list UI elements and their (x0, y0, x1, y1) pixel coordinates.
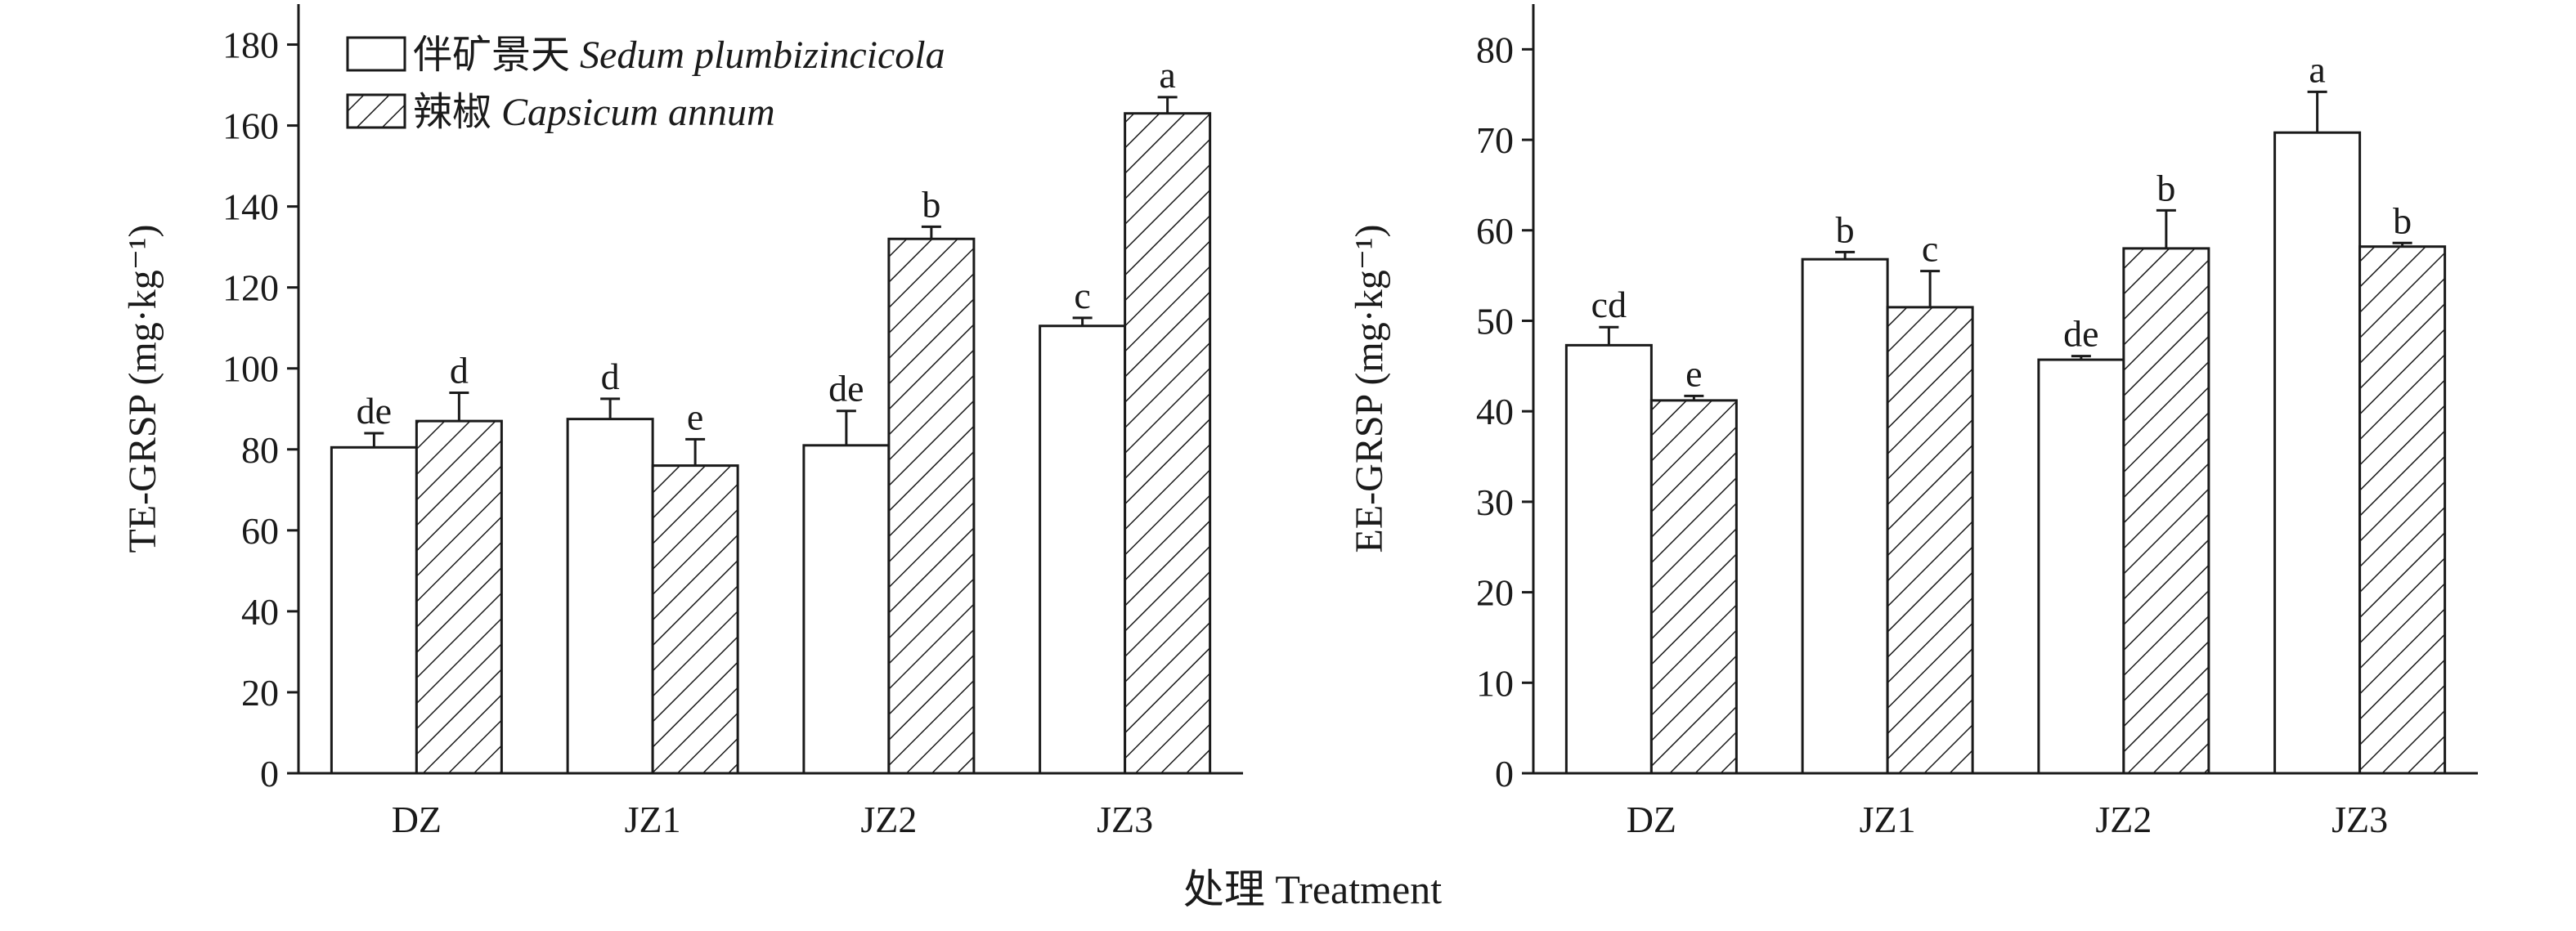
left-y-tick-label: 100 (222, 348, 279, 390)
legend: 伴矿景天 Sedum plumbizincicola 辣椒 Capsicum an… (346, 34, 945, 134)
x-axis-title: 处理 Treatment (1183, 866, 1442, 912)
right-y-axis-title: EE-GRSP (mg·kg⁻¹) (1348, 225, 1391, 553)
left-bar-JZ3-capsicum (1124, 112, 1212, 775)
left-bar-JZ1-sedum (566, 418, 654, 775)
right-x-tick-label: JZ1 (1860, 799, 1916, 840)
left-y-tick-label: 0 (260, 753, 279, 794)
left-y-axis-title: TE-GRSP (mg·kg⁻¹) (121, 225, 164, 553)
left-y-tick-label: 40 (241, 591, 279, 633)
left-significance-letter: d (450, 349, 469, 391)
left-y-tick-label: 180 (222, 25, 279, 66)
left-bar-JZ2-capsicum (887, 237, 976, 775)
right-significance-letter: de (2063, 313, 2098, 355)
left-significance-letter: e (687, 396, 703, 437)
left-x-tick-label: DZ (392, 799, 442, 840)
left-y-tick-label: 160 (222, 105, 279, 147)
right-x-tick-label: JZ2 (2095, 799, 2152, 840)
right-y-tick-label: 60 (1476, 210, 1514, 252)
right-y-tick-label: 80 (1476, 29, 1514, 70)
right-x-tick-label: DZ (1627, 799, 1676, 840)
left-significance-letter: c (1074, 275, 1090, 316)
legend-swatch-capsicum (346, 93, 406, 129)
left-chart-panel: 0 20 40 60 80 100 120 140 160 180 TE-GRSP (mg·kg⁻¹… (121, 4, 1243, 840)
left-significance-letter: a (1159, 54, 1175, 96)
left-bar-DZ-sedum (330, 445, 418, 775)
right-bar-JZ3-capsicum (2358, 245, 2447, 775)
right-y-tick-label: 50 (1476, 300, 1514, 342)
left-y-tick-label: 120 (222, 267, 279, 309)
right-bar-DZ-capsicum (1649, 399, 1738, 775)
right-significance-letter: a (2309, 48, 2325, 90)
left-bar-JZ1-capsicum (651, 464, 739, 775)
right-y-tick-label: 70 (1476, 119, 1514, 161)
legend-swatch-sedum (346, 36, 406, 72)
legend-label-capsicum: 辣椒 Capsicum annum (413, 91, 775, 134)
right-y-tick-label: 20 (1476, 572, 1514, 614)
left-y-tick-label: 80 (241, 429, 279, 471)
right-y-tick-label: 10 (1476, 662, 1514, 704)
right-y-tick-label: 30 (1476, 481, 1514, 523)
left-bar-JZ3-sedum (1039, 325, 1127, 775)
left-bar-DZ-capsicum (415, 419, 503, 775)
left-y-tick-label: 60 (241, 510, 279, 552)
right-bar-JZ2-capsicum (2122, 247, 2210, 775)
right-significance-letter: b (2156, 167, 2175, 208)
right-y-tick-label: 0 (1495, 753, 1514, 794)
right-significance-letter: cd (1591, 284, 1627, 325)
legend-label-sedum: 伴矿景天 Sedum plumbizincicola (413, 34, 945, 77)
left-x-tick-label: JZ1 (625, 799, 681, 840)
left-significance-letter: b (922, 183, 940, 225)
right-bar-DZ-sedum (1564, 343, 1653, 775)
right-significance-letter: b (2393, 199, 2412, 241)
left-bar-JZ2-sedum (802, 444, 891, 775)
left-significance-letter: de (357, 390, 392, 432)
left-y-tick-label: 20 (241, 672, 279, 714)
right-x-tick-label: JZ3 (2331, 799, 2388, 840)
left-significance-letter: d (601, 356, 620, 397)
right-y-tick-label: 40 (1476, 391, 1514, 432)
right-significance-letter: b (1836, 208, 1855, 250)
right-bar-JZ2-sedum (2037, 358, 2125, 775)
left-significance-letter: de (828, 368, 864, 410)
right-bar-JZ1-sedum (1801, 257, 1889, 775)
right-bar-JZ1-capsicum (1886, 306, 1974, 775)
right-significance-letter: e (1685, 352, 1702, 394)
left-x-tick-label: JZ3 (1097, 799, 1153, 840)
left-x-tick-label: JZ2 (860, 799, 917, 840)
right-bar-JZ3-sedum (2273, 131, 2362, 775)
right-significance-letter: c (1922, 228, 1938, 270)
left-y-tick-label: 140 (222, 186, 279, 228)
